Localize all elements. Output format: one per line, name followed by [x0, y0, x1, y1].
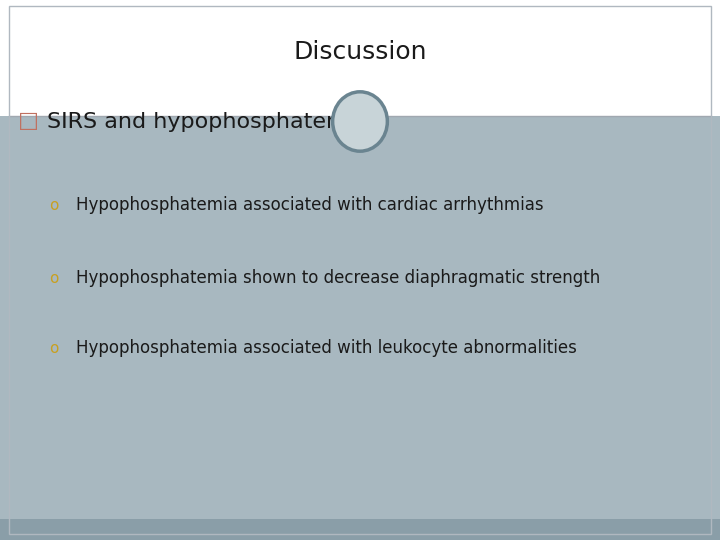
FancyBboxPatch shape	[0, 116, 720, 519]
Text: Discussion: Discussion	[293, 40, 427, 64]
Text: SIRS and hypophosphatemia: SIRS and hypophosphatemia	[47, 111, 367, 132]
Text: Hypophosphatemia associated with cardiac arrhythmias: Hypophosphatemia associated with cardiac…	[76, 196, 543, 214]
FancyBboxPatch shape	[0, 0, 720, 116]
Text: o: o	[49, 198, 59, 213]
Text: o: o	[49, 271, 59, 286]
Text: o: o	[49, 341, 59, 356]
Ellipse shape	[333, 92, 387, 151]
Text: Hypophosphatemia shown to decrease diaphragmatic strength: Hypophosphatemia shown to decrease diaph…	[76, 269, 600, 287]
Text: Hypophosphatemia associated with leukocyte abnormalities: Hypophosphatemia associated with leukocy…	[76, 339, 577, 357]
Text: □: □	[18, 111, 39, 132]
FancyBboxPatch shape	[0, 519, 720, 540]
